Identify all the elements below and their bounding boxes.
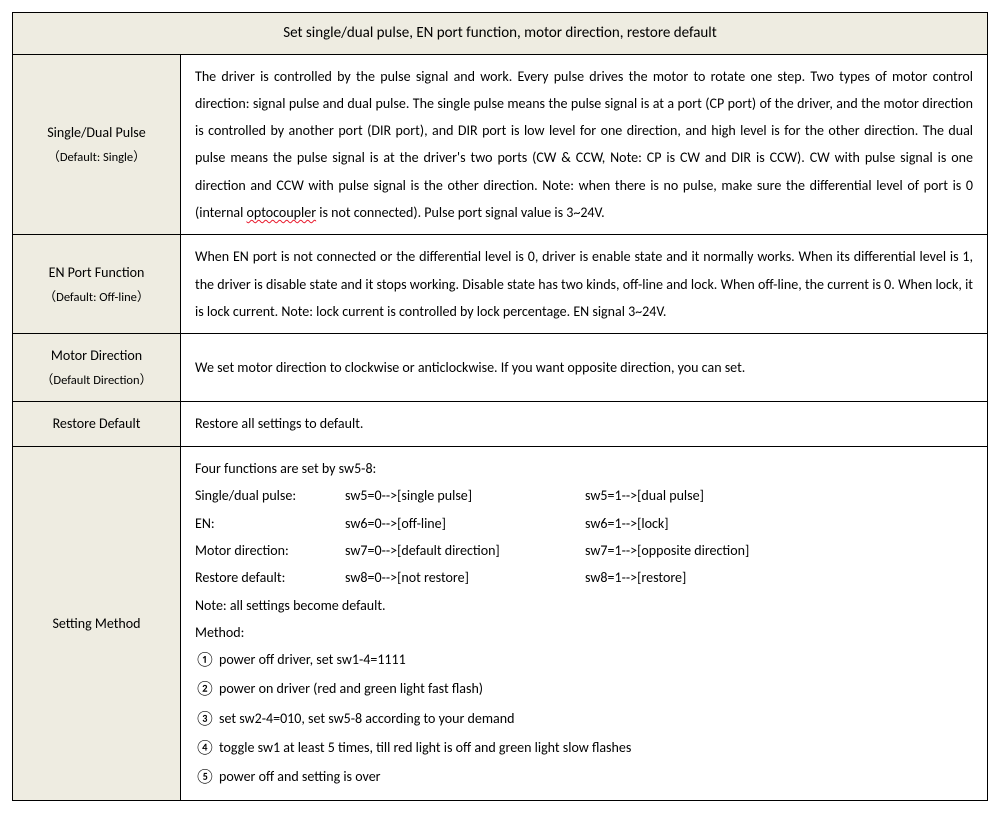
label-sub: （Default: Single） xyxy=(17,147,176,168)
header-title: Set single/dual pulse, EN port function,… xyxy=(283,24,717,42)
row-label-pulse: Single/Dual Pulse （Default: Single） xyxy=(13,54,181,235)
switch-row: EN: sw6=0-->[off-line] sw6=1-->[lock] xyxy=(195,510,973,537)
row-content-dir: We set motor direction to clockwise or a… xyxy=(181,334,988,402)
method-step: ③ set sw2-4=010, set sw5-8 according to … xyxy=(195,705,973,734)
table-row: Motor Direction （Default Direction） We s… xyxy=(13,334,988,402)
label-sub: （Default: Off-line） xyxy=(17,287,176,308)
row-label-restore: Restore Default xyxy=(13,402,181,447)
label-main: Motor Direction xyxy=(51,347,142,364)
step-number-icon: ② xyxy=(195,675,213,704)
pulse-text-b: is not connected). Pulse port signal val… xyxy=(316,204,605,221)
table-row: Setting Method Four functions are set by… xyxy=(13,447,988,801)
row-content-en: When EN port is not connected or the dif… xyxy=(181,235,988,334)
label-main: EN Port Function xyxy=(49,264,145,281)
step-number-icon: ④ xyxy=(195,734,213,763)
step-text: power off driver, set sw1-4=1111 xyxy=(219,646,406,673)
switch-one: sw6=1-->[lock] xyxy=(585,510,669,537)
label-main: Single/Dual Pulse xyxy=(47,124,145,141)
switch-row: Single/dual pulse: sw5=0-->[single pulse… xyxy=(195,482,973,509)
step-number-icon: ③ xyxy=(195,705,213,734)
switch-zero: sw6=0-->[off-line] xyxy=(345,510,585,537)
switch-one: sw5=1-->[dual pulse] xyxy=(585,482,704,509)
pulse-text-a: The driver is controlled by the pulse si… xyxy=(195,68,973,221)
switch-one: sw7=1-->[opposite direction] xyxy=(585,537,749,564)
switch-zero: sw7=0-->[default direction] xyxy=(345,537,585,564)
switch-zero: sw5=0-->[single pulse] xyxy=(345,482,585,509)
row-label-method: Setting Method xyxy=(13,447,181,801)
method-label: Method: xyxy=(195,619,973,646)
step-number-icon: ⑤ xyxy=(195,763,213,792)
dir-text: We set motor direction to clockwise or a… xyxy=(195,359,745,376)
switch-row: Motor direction: sw7=0-->[default direct… xyxy=(195,537,973,564)
label-main: Restore Default xyxy=(53,415,141,432)
en-text: When EN port is not connected or the dif… xyxy=(195,248,973,320)
table-row: EN Port Function （Default: Off-line） Whe… xyxy=(13,235,988,334)
row-content-restore: Restore all settings to default. xyxy=(181,402,988,447)
method-step: ① power off driver, set sw1-4=1111 xyxy=(195,646,973,675)
switch-name: Single/dual pulse: xyxy=(195,482,345,509)
table-row: Single/Dual Pulse （Default: Single） The … xyxy=(13,54,988,235)
table-header: Set single/dual pulse, EN port function,… xyxy=(13,13,988,55)
method-intro: Four functions are set by sw5-8: xyxy=(195,455,973,482)
switch-name: Restore default: xyxy=(195,564,345,591)
switch-one: sw8=1-->[restore] xyxy=(585,564,686,591)
switch-zero: sw8=0-->[not restore] xyxy=(345,564,585,591)
row-label-dir: Motor Direction （Default Direction） xyxy=(13,334,181,402)
label-sub: （Default Direction） xyxy=(17,370,176,391)
row-content-method: Four functions are set by sw5-8: Single/… xyxy=(181,447,988,801)
step-text: set sw2-4=010, set sw5-8 according to yo… xyxy=(219,705,514,732)
switch-name: EN: xyxy=(195,510,345,537)
label-main: Setting Method xyxy=(52,615,140,632)
settings-table: Set single/dual pulse, EN port function,… xyxy=(12,12,988,801)
step-number-icon: ① xyxy=(195,646,213,675)
method-note: Note: all settings become default. xyxy=(195,592,973,619)
row-label-en: EN Port Function （Default: Off-line） xyxy=(13,235,181,334)
switch-row: Restore default: sw8=0-->[not restore] s… xyxy=(195,564,973,591)
row-content-pulse: The driver is controlled by the pulse si… xyxy=(181,54,988,235)
method-step: ⑤ power off and setting is over xyxy=(195,763,973,792)
step-text: toggle sw1 at least 5 times, till red li… xyxy=(219,734,631,761)
table-row: Restore Default Restore all settings to … xyxy=(13,402,988,447)
restore-text: Restore all settings to default. xyxy=(195,415,363,432)
method-step: ② power on driver (red and green light f… xyxy=(195,675,973,704)
step-text: power off and setting is over xyxy=(219,763,381,790)
method-step: ④ toggle sw1 at least 5 times, till red … xyxy=(195,734,973,763)
spellcheck-squiggle: optocoupler xyxy=(247,204,317,221)
switch-name: Motor direction: xyxy=(195,537,345,564)
step-text: power on driver (red and green light fas… xyxy=(219,675,483,702)
